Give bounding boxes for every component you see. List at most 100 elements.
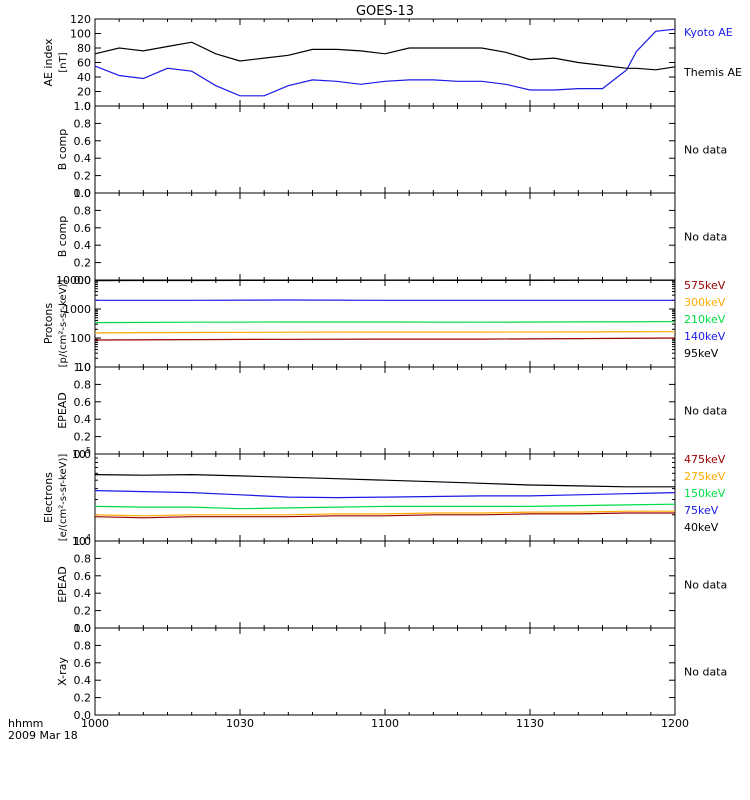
panel-frame	[94, 540, 676, 629]
y-tick-label: 0.0	[74, 187, 92, 200]
panel-frame	[94, 279, 676, 368]
no-data-label: No data	[684, 144, 727, 157]
legend-entry: 210keV	[684, 313, 726, 326]
y-axis-label: AE index	[42, 38, 55, 87]
chart-title: GOES-13	[356, 4, 414, 19]
series-line-300kev	[94, 331, 676, 334]
panel-epead1: 0.0 0.2 0.4 0.6 0.8 1.0 EPEAD No data	[56, 361, 727, 461]
y-tick-label: 0.0	[74, 709, 92, 722]
no-data-label: No data	[684, 231, 727, 244]
series-line-themis-ae	[94, 41, 676, 71]
y-tick-label: 0.6	[74, 396, 92, 409]
y-tick-label: 1.0	[74, 535, 92, 548]
y-tick-label: 0.2	[74, 170, 92, 183]
y-tick-label: 80	[77, 42, 91, 55]
y-tick-label: 0.2	[74, 605, 92, 618]
y-tick-label: 0.2	[74, 692, 92, 705]
legend-entry: 275keV	[684, 470, 726, 483]
y-axis-label: Electrons	[42, 472, 55, 523]
y-tick-label: 0.4	[74, 674, 92, 687]
y-tick-label: 0.6	[74, 135, 92, 148]
y-tick-label: 0.0	[74, 274, 92, 287]
legend-entry: Themis AE	[683, 66, 742, 79]
legend-entry: 40keV	[684, 521, 719, 534]
y-tick-label: 0.6	[74, 570, 92, 583]
panel-frame	[94, 18, 676, 107]
no-data-label: No data	[684, 579, 727, 592]
y-axis-unit-label: [e/(cm²-s-sr-keV)]	[58, 454, 69, 542]
legend-entry: 150keV	[684, 487, 726, 500]
x-tick-label: 1030	[226, 717, 254, 730]
y-tick-label: 0.8	[74, 378, 92, 391]
series-line-150kev	[94, 503, 676, 510]
y-tick-label: 0.4	[74, 239, 92, 252]
y-axis-unit-label: [nT]	[58, 52, 69, 72]
y-axis-label: EPEAD	[56, 392, 69, 429]
y-tick-label: 1000	[63, 303, 91, 316]
no-data-label: No data	[684, 666, 727, 679]
x-tick-label: 1000	[81, 717, 109, 730]
panel-xray: 0.0 0.2 0.4 0.6 0.8 1.0 X-ray No data	[56, 622, 727, 722]
y-tick-label: 1.0	[74, 100, 92, 113]
legend-entry: 575keV	[684, 279, 726, 292]
y-tick-label: 0.2	[74, 431, 92, 444]
series-line-75kev	[94, 490, 676, 499]
panel-frame	[94, 192, 676, 281]
y-tick-label: 0.8	[74, 552, 92, 565]
panel-epead2: 0.0 0.2 0.4 0.6 0.8 1.0 EPEAD No data	[56, 535, 727, 635]
y-tick-label: 0.0	[74, 448, 92, 461]
series-line-475kev	[94, 512, 675, 519]
y-tick-label: 0.6	[74, 222, 92, 235]
y-tick-label: 40	[77, 71, 91, 84]
x-tick-label: 1130	[516, 717, 544, 730]
legend-entry: 75keV	[684, 504, 719, 517]
y-tick-label: 0	[84, 100, 91, 113]
y-tick-label: 20	[77, 86, 91, 99]
legend-entry: 95keV	[684, 347, 719, 360]
legend-entry: 475keV	[684, 453, 726, 466]
y-tick-label: 1.0	[74, 622, 92, 635]
x-tick-label: 1100	[371, 717, 399, 730]
y-tick-label: 1.0	[74, 187, 92, 200]
series-line-40kev	[94, 473, 675, 488]
series-line-kyoto-ae	[94, 28, 676, 97]
y-axis-label: B comp	[56, 216, 69, 258]
panel-protons: 10 100 1000 10000 Protons [p/(cm²-s-sr-keV)] 5…	[42, 274, 726, 374]
y-tick-label: 0.8	[74, 204, 92, 217]
series-line-275kev	[94, 510, 675, 517]
y-axis-label: EPEAD	[56, 566, 69, 603]
x-tick-label: 1200	[661, 717, 689, 730]
y-tick-label: 0.2	[74, 257, 92, 270]
time-axis-label-date: 2009 Mar 18	[8, 729, 78, 742]
y-tick-label: 1.0	[74, 361, 92, 374]
y-tick-label: 120	[70, 13, 91, 26]
panel-frame	[94, 366, 676, 455]
legend-entry: 140keV	[684, 330, 726, 343]
y-tick-label: 0.6	[74, 657, 92, 670]
y-axis-label: X-ray	[56, 657, 69, 686]
y-axis-unit-label: [p/(cm²-s-sr-keV)]	[58, 280, 69, 368]
y-tick-label: 0.8	[74, 117, 92, 130]
y-tick-label: 0.4	[74, 587, 92, 600]
series-line-210kev	[94, 321, 676, 324]
y-tick-label: 0.4	[74, 413, 92, 426]
y-tick-label: 10	[77, 361, 91, 374]
legend-entry: Kyoto AE	[684, 26, 733, 39]
time-axis-label-hhmm: hhmm	[8, 717, 43, 730]
y-tick-label: 10000	[56, 274, 91, 287]
y-tick-label: 0.8	[74, 639, 92, 652]
panel-frame	[94, 627, 676, 716]
panel-frame	[94, 105, 676, 194]
y-tick-label: 0.0	[74, 622, 92, 635]
y-axis-label: B comp	[56, 129, 69, 171]
panel-bcomp2: 0.0 0.2 0.4 0.6 0.8 1.0 B comp No data	[56, 187, 727, 287]
legend-entry: 300keV	[684, 296, 726, 309]
y-tick-label: 100	[70, 332, 91, 345]
no-data-label: No data	[684, 405, 727, 418]
y-tick-label: 0.4	[74, 152, 92, 165]
y-tick-label: 60	[77, 57, 91, 70]
series-line-575kev	[94, 337, 676, 341]
